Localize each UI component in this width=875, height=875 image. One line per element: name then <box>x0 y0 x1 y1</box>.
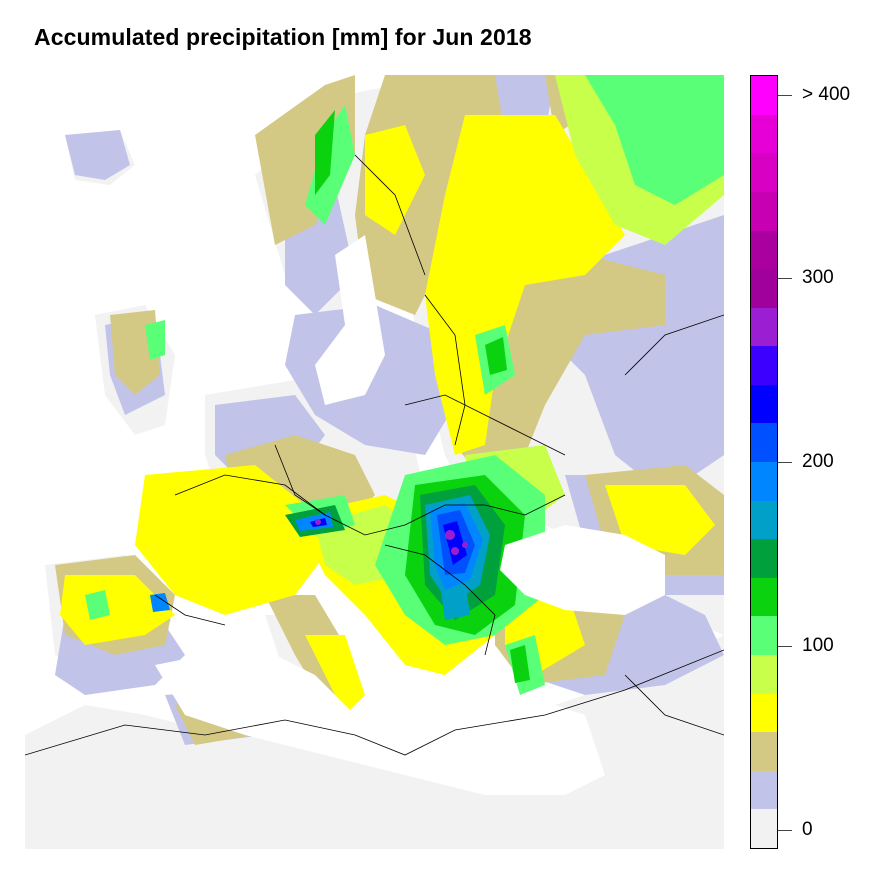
tick-label: > 400 <box>802 84 851 105</box>
tick-label: 100 <box>802 635 834 656</box>
colorbar-band <box>751 114 777 154</box>
colorbar-band <box>751 76 777 115</box>
baltic-sea <box>315 235 385 405</box>
black-sea <box>500 525 665 615</box>
colorbar-band <box>751 346 777 385</box>
colorbar <box>750 75 778 849</box>
tick-label: 0 <box>802 819 813 840</box>
colorbar-band <box>751 269 777 308</box>
tick-label: 200 <box>802 451 834 472</box>
colorbar-band <box>751 616 777 656</box>
colorbar-band <box>751 809 777 848</box>
chart-title: Accumulated precipitation [mm] for Jun 2… <box>34 24 532 50</box>
level-peaks <box>315 519 468 555</box>
tick-mark <box>778 462 792 463</box>
colorbar-band <box>751 423 777 463</box>
tick-mark <box>778 830 792 831</box>
colorbar-band <box>751 191 777 231</box>
colorbar-band <box>751 655 777 694</box>
tick-mark <box>778 95 792 96</box>
colorbar-band <box>751 462 777 501</box>
tick-mark <box>778 646 792 647</box>
colorbar-band <box>751 693 777 733</box>
tick-mark <box>778 278 792 279</box>
colorbar-band <box>751 539 777 578</box>
colorbar-band <box>751 770 777 810</box>
colorbar-band <box>751 577 777 617</box>
mediterranean-sea <box>155 645 605 795</box>
tick-label: 300 <box>802 267 834 288</box>
precipitation-map <box>25 75 724 849</box>
colorbar-band <box>751 384 777 424</box>
colorbar-band <box>751 500 777 540</box>
country-borders <box>25 154 724 756</box>
map-svg <box>25 75 724 849</box>
colorbar-band <box>751 307 777 347</box>
colorbar-ticks: 0 100 200 300 > 400 <box>778 75 875 849</box>
colorbar-band <box>751 230 777 270</box>
colorbar-band <box>751 153 777 192</box>
colorbar-band <box>751 732 777 771</box>
